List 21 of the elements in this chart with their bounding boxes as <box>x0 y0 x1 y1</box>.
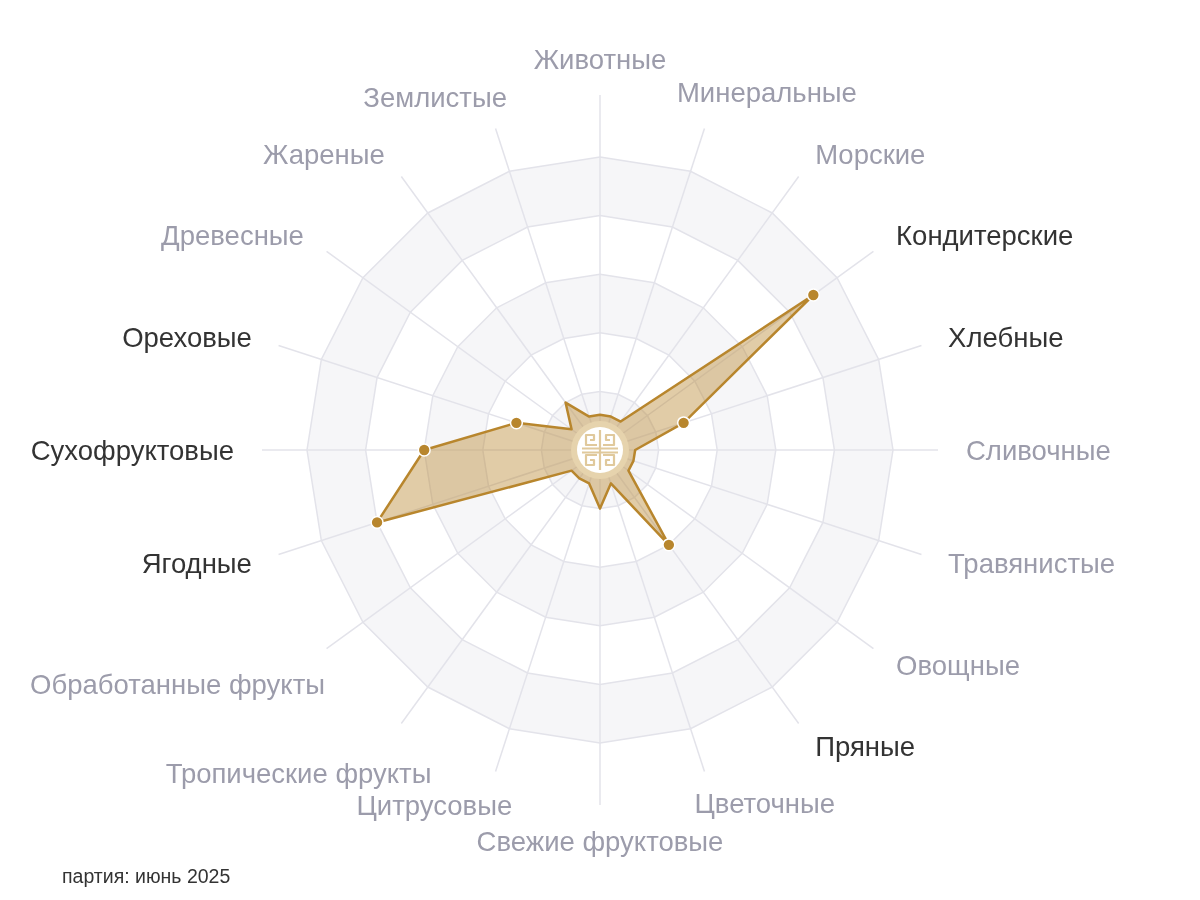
spoke-label: Цветочные <box>694 787 836 819</box>
spoke-label: Овощные <box>896 649 1020 681</box>
spoke-label: Хлебные <box>948 321 1064 353</box>
spoke-label: Цитрусовые <box>356 789 513 821</box>
spoke-label: Жареные <box>263 138 385 170</box>
spoke-label: Животные <box>533 43 667 75</box>
spoke-label: Морские <box>815 138 926 170</box>
spoke-label: Ягодные <box>141 547 252 579</box>
spoke-label: Тропические фрукты <box>165 757 432 789</box>
spoke-label: Минеральные <box>676 76 857 108</box>
spoke-label: Древесные <box>161 219 304 251</box>
spoke-label: Ореховые <box>122 321 252 353</box>
spoke-label: Землистые <box>363 81 507 113</box>
spoke-label: Свежие фруктовые <box>476 825 724 857</box>
spoke-label: Кондитерские <box>896 219 1074 251</box>
spoke-label: Обработанные фрукты <box>30 668 325 700</box>
text: партия: июнь 2025 <box>62 865 231 887</box>
spoke-label: Сухофруктовые <box>30 434 234 466</box>
spoke-label: Травянистые <box>948 547 1116 579</box>
spoke-label: Пряные <box>815 730 916 762</box>
spoke-label: Сливочные <box>965 434 1111 466</box>
